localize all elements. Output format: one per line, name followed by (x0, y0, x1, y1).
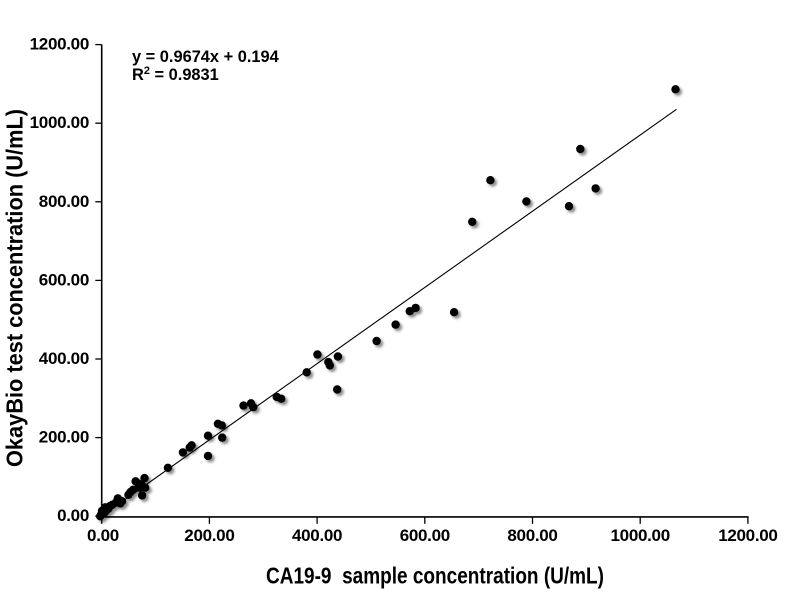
svg-text:OkayBio test concentration (U/: OkayBio test concentration (U/mL) (2, 109, 28, 467)
svg-text:400.00: 400.00 (292, 526, 342, 545)
svg-text:1000.00: 1000.00 (30, 113, 89, 132)
svg-text:400.00: 400.00 (39, 349, 89, 368)
svg-text:0.00: 0.00 (57, 506, 89, 525)
svg-text:R2 = 0.9831: R2 = 0.9831 (132, 65, 219, 84)
svg-text:200.00: 200.00 (39, 428, 89, 447)
svg-text:1200.00: 1200.00 (30, 35, 89, 54)
svg-text:800.00: 800.00 (507, 526, 557, 545)
svg-text:200.00: 200.00 (184, 526, 234, 545)
svg-text:600.00: 600.00 (400, 526, 450, 545)
svg-text:CA19-9 sample concentration (: CA19-9 sample concentration (U/mL) (266, 563, 604, 589)
svg-text:1200.00: 1200.00 (718, 526, 777, 545)
svg-text:1000.00: 1000.00 (611, 526, 670, 545)
svg-text:y = 0.9674x + 0.194: y = 0.9674x + 0.194 (132, 48, 280, 66)
svg-text:800.00: 800.00 (39, 192, 89, 211)
svg-text:0.00: 0.00 (87, 526, 119, 545)
svg-text:600.00: 600.00 (39, 270, 89, 289)
